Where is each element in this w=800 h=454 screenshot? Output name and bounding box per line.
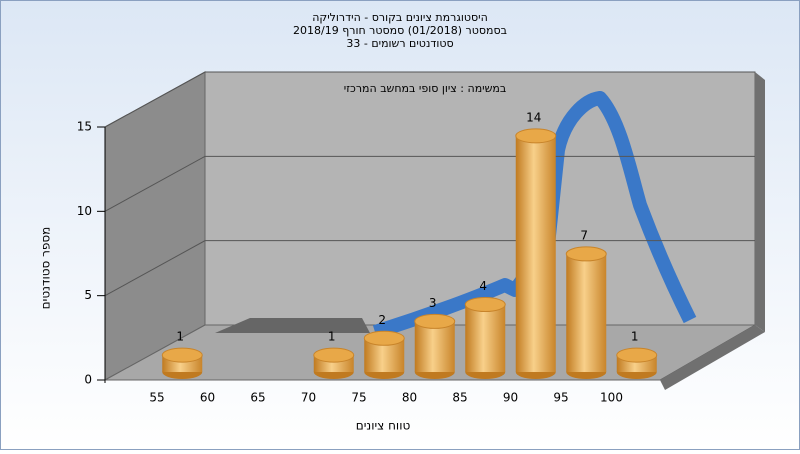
x-axis-title: טווח ציונים xyxy=(356,419,411,433)
grid-line xyxy=(104,240,755,297)
x-tick-label: 85 xyxy=(452,391,467,405)
x-tick-label: 95 xyxy=(553,391,568,405)
fit-band xyxy=(215,318,370,333)
y-tick-label: 0 xyxy=(84,373,92,387)
value-label: 1 xyxy=(176,330,184,344)
floor-edge xyxy=(660,325,765,390)
bar-top xyxy=(363,330,405,346)
y-axis-title: מספר סטודנטים xyxy=(39,227,53,310)
bar-top xyxy=(161,347,203,363)
x-tick-label: 60 xyxy=(200,391,215,405)
title-line: סטודנטים רשומים - 33 xyxy=(346,37,453,50)
bar xyxy=(465,304,506,372)
bar xyxy=(566,253,607,372)
x-tick-label: 80 xyxy=(402,391,417,405)
fit-curve xyxy=(372,91,697,339)
value-label: 7 xyxy=(580,228,588,242)
bar-top xyxy=(515,128,557,144)
value-label: 14 xyxy=(526,110,541,124)
bar-top xyxy=(414,313,456,329)
value-label: 3 xyxy=(429,296,437,310)
y-tick-label: 15 xyxy=(77,120,92,134)
x-tick-label: 100 xyxy=(600,391,623,405)
bar-top xyxy=(565,246,607,262)
annotation: במשימה : ציון סופי במחשב המרכזי xyxy=(344,82,507,95)
y-tick-label: 10 xyxy=(77,204,92,218)
grid-line xyxy=(104,71,755,128)
value-label: 2 xyxy=(378,313,386,327)
x-tick-label: 75 xyxy=(351,391,366,405)
bar xyxy=(515,135,556,372)
grid-line xyxy=(104,155,755,212)
value-label: 1 xyxy=(631,330,639,344)
x-tick-label: 65 xyxy=(250,391,265,405)
title-line: בסמסטר (01/2018) סמסטר חורף 2018/19 xyxy=(293,24,507,37)
y-tick-label: 5 xyxy=(84,288,92,302)
wall-edge xyxy=(755,72,765,332)
x-tick-label: 90 xyxy=(503,391,518,405)
bar-top xyxy=(313,347,355,363)
value-label: 4 xyxy=(479,279,487,293)
x-tick-label: 55 xyxy=(149,391,164,405)
title-line: היסטוגרמת ציונים בקורס - הידרוליקה xyxy=(312,11,488,24)
x-tick-label: 70 xyxy=(301,391,316,405)
value-label: 1 xyxy=(328,330,336,344)
bar xyxy=(414,321,455,372)
bar-top xyxy=(616,347,658,363)
bar-top xyxy=(464,297,506,313)
